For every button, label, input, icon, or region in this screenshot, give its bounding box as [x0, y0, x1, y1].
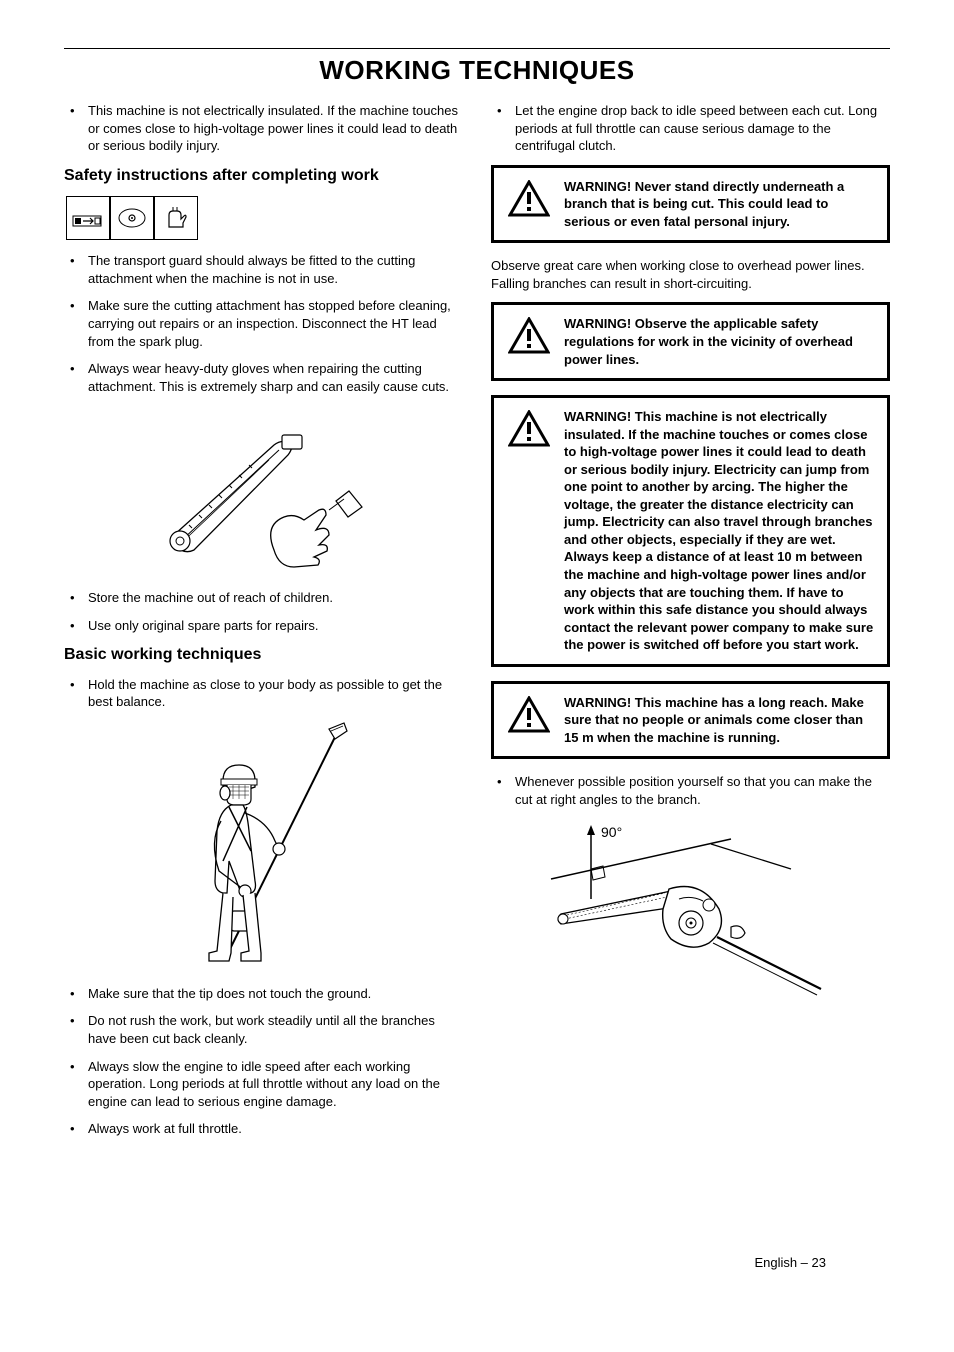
intro-list: • This machine is not electrically insul…	[64, 102, 463, 155]
bullet-dot: •	[64, 589, 88, 607]
technique-bullets-b: •Make sure that the tip does not touch t…	[64, 985, 463, 1138]
right-bottom-list: •Whenever possible position yourself so …	[491, 773, 890, 808]
bullet-dot: •	[64, 1120, 88, 1138]
bullet-dot: •	[64, 985, 88, 1003]
list-item: •Do not rush the work, but work steadily…	[64, 1012, 463, 1047]
list-item: • This machine is not electrically insul…	[64, 102, 463, 155]
operator-illustration	[179, 721, 349, 971]
angle-cut-illustration: 90°	[531, 819, 831, 1009]
content-columns: • This machine is not electrically insul…	[64, 102, 890, 1148]
bullet-text: Always wear heavy-duty gloves when repai…	[88, 360, 463, 395]
glove-blade-illustration	[144, 405, 384, 575]
bullet-text: Make sure that the tip does not touch th…	[88, 985, 463, 1003]
right-column: •Let the engine drop back to idle speed …	[491, 102, 890, 1148]
page-footer: English – 23	[754, 1254, 826, 1272]
list-item: •Always work at full throttle.	[64, 1120, 463, 1138]
angle-label: 90°	[601, 824, 622, 840]
bullet-text: Whenever possible position yourself so t…	[515, 773, 890, 808]
bullet-text: Always work at full throttle.	[88, 1120, 463, 1138]
bullet-text: This machine is not electrically insulat…	[88, 102, 463, 155]
bullet-text: Store the machine out of reach of childr…	[88, 589, 463, 607]
bullet-text: Do not rush the work, but work steadily …	[88, 1012, 463, 1047]
warning-box-1: WARNING! Never stand directly underneath…	[491, 165, 890, 244]
bullet-dot: •	[64, 360, 88, 395]
bullet-dot: •	[64, 297, 88, 350]
bullet-dot: •	[64, 676, 88, 711]
paragraph: Observe great care when working close to…	[491, 257, 890, 292]
bullet-dot: •	[64, 617, 88, 635]
left-column: • This machine is not electrically insul…	[64, 102, 463, 1148]
transport-guard-icon	[66, 196, 110, 240]
list-item: •Store the machine out of reach of child…	[64, 589, 463, 607]
list-item: •Make sure the cutting attachment has st…	[64, 297, 463, 350]
warning-box-2: WARNING! Observe the applicable safety r…	[491, 302, 890, 381]
top-rule	[64, 48, 890, 49]
safety-icon-row	[66, 196, 463, 240]
list-item: •The transport guard should always be fi…	[64, 252, 463, 287]
warning-text: WARNING! This machine has a long reach. …	[564, 694, 875, 747]
bullet-text: The transport guard should always be fit…	[88, 252, 463, 287]
list-item: •Hold the machine as close to your body …	[64, 676, 463, 711]
list-item: •Always wear heavy-duty gloves when repa…	[64, 360, 463, 395]
warning-text: WARNING! This machine is not electricall…	[564, 408, 875, 654]
list-item: •Use only original spare parts for repai…	[64, 617, 463, 635]
bullet-dot: •	[64, 1058, 88, 1111]
warning-box-4: WARNING! This machine has a long reach. …	[491, 681, 890, 760]
bullet-dot: •	[64, 1012, 88, 1047]
stop-attachment-icon	[110, 196, 154, 240]
list-item: •Let the engine drop back to idle speed …	[491, 102, 890, 155]
safety-bullets-1: •The transport guard should always be fi…	[64, 252, 463, 395]
warning-icon	[506, 178, 552, 231]
safety-bullets-2: •Store the machine out of reach of child…	[64, 589, 463, 634]
warning-icon	[506, 408, 552, 654]
bullet-text: Make sure the cutting attachment has sto…	[88, 297, 463, 350]
list-item: •Always slow the engine to idle speed af…	[64, 1058, 463, 1111]
bullet-dot: •	[64, 102, 88, 155]
right-top-list: •Let the engine drop back to idle speed …	[491, 102, 890, 155]
warning-text: WARNING! Observe the applicable safety r…	[564, 315, 875, 368]
warning-text: WARNING! Never stand directly underneath…	[564, 178, 875, 231]
list-item: •Whenever possible position yourself so …	[491, 773, 890, 808]
bullet-dot: •	[491, 773, 515, 808]
warning-box-3: WARNING! This machine is not electricall…	[491, 395, 890, 667]
section-heading-safety: Safety instructions after completing wor…	[64, 165, 463, 187]
gloves-icon	[154, 196, 198, 240]
bullet-dot: •	[64, 252, 88, 287]
bullet-text: Let the engine drop back to idle speed b…	[515, 102, 890, 155]
bullet-dot: •	[491, 102, 515, 155]
bullet-text: Use only original spare parts for repair…	[88, 617, 463, 635]
bullet-text: Always slow the engine to idle speed aft…	[88, 1058, 463, 1111]
bullet-text: Hold the machine as close to your body a…	[88, 676, 463, 711]
warning-icon	[506, 315, 552, 368]
warning-icon	[506, 694, 552, 747]
section-heading-techniques: Basic working techniques	[64, 644, 463, 666]
technique-bullets-a: •Hold the machine as close to your body …	[64, 676, 463, 711]
page-title: WORKING TECHNIQUES	[64, 53, 890, 88]
list-item: •Make sure that the tip does not touch t…	[64, 985, 463, 1003]
